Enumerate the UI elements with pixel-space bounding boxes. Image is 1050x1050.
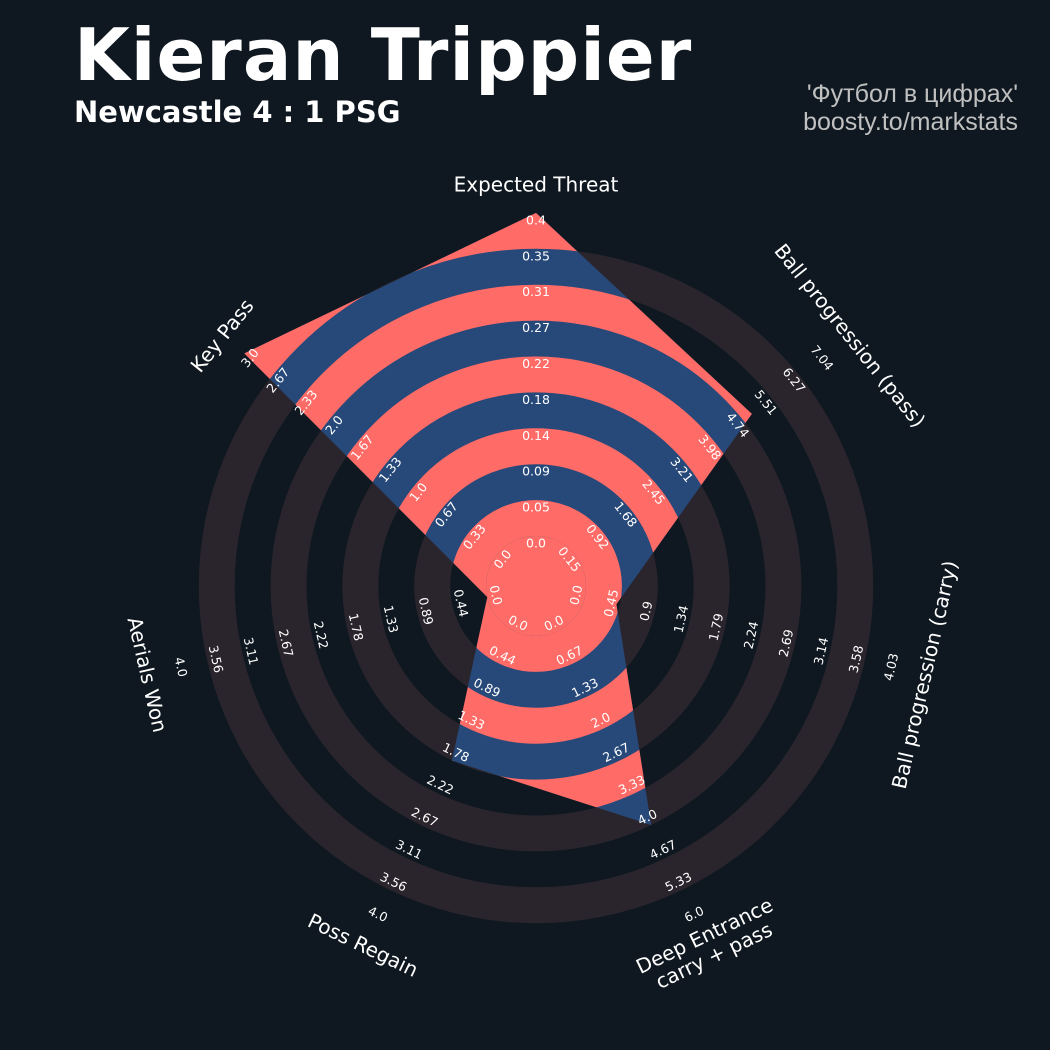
tick-label: 0.18 bbox=[522, 392, 550, 407]
page-title: Kieran Trippier bbox=[74, 13, 693, 97]
tick-label: 1.34 bbox=[671, 604, 692, 635]
credit-line-title: 'Футбол в цифрах' bbox=[806, 80, 1018, 108]
tick-label: 3.58 bbox=[846, 644, 867, 675]
param-label: Expected Threat bbox=[454, 172, 619, 196]
tick-label: 1.79 bbox=[706, 612, 727, 643]
tick-label: 0.0 bbox=[487, 584, 506, 607]
tick-label: 1.33 bbox=[381, 604, 402, 634]
tick-label: 3.56 bbox=[206, 644, 227, 675]
tick-label: 4.0 bbox=[172, 656, 191, 679]
tick-label: 0.45 bbox=[601, 588, 622, 618]
tick-label: 0.09 bbox=[522, 464, 550, 479]
tick-label: 0.27 bbox=[522, 320, 550, 335]
param-label: Aerials Won bbox=[123, 615, 173, 735]
center-disc bbox=[486, 536, 586, 636]
tick-label: 0.44 bbox=[451, 588, 472, 619]
credit-block: 'Футбол в цифрах' boosty.to/markstats bbox=[803, 80, 1018, 136]
tick-label: 2.22 bbox=[311, 620, 332, 650]
tick-label: 0.31 bbox=[522, 284, 550, 299]
tick-label: 2.24 bbox=[741, 620, 762, 651]
tick-label: 0.0 bbox=[526, 536, 546, 551]
tick-label: 2.67 bbox=[276, 628, 297, 658]
tick-label: 2.69 bbox=[776, 628, 797, 659]
credit-line-url: boosty.to/markstats bbox=[803, 108, 1018, 136]
match-subtitle: Newcastle 4 : 1 PSG bbox=[74, 95, 401, 129]
tick-label: 4.03 bbox=[881, 652, 902, 682]
tick-label: 0.0 bbox=[566, 584, 585, 607]
tick-label: 0.14 bbox=[522, 428, 550, 443]
tick-label: 0.22 bbox=[522, 356, 550, 371]
tick-label: 0.35 bbox=[522, 248, 550, 263]
tick-label: 0.05 bbox=[522, 500, 550, 515]
tick-label: 0.9 bbox=[636, 600, 655, 623]
tick-label: 1.78 bbox=[346, 612, 367, 643]
tick-label: 3.11 bbox=[241, 636, 262, 666]
tick-label: 0.89 bbox=[416, 596, 437, 627]
highlight-ring bbox=[244, 212, 752, 826]
tick-label: 0.4 bbox=[526, 212, 546, 227]
header: Kieran Trippier Newcastle 4 : 1 PSG 'Фут… bbox=[0, 0, 1050, 150]
tick-label: 3.14 bbox=[811, 636, 832, 667]
